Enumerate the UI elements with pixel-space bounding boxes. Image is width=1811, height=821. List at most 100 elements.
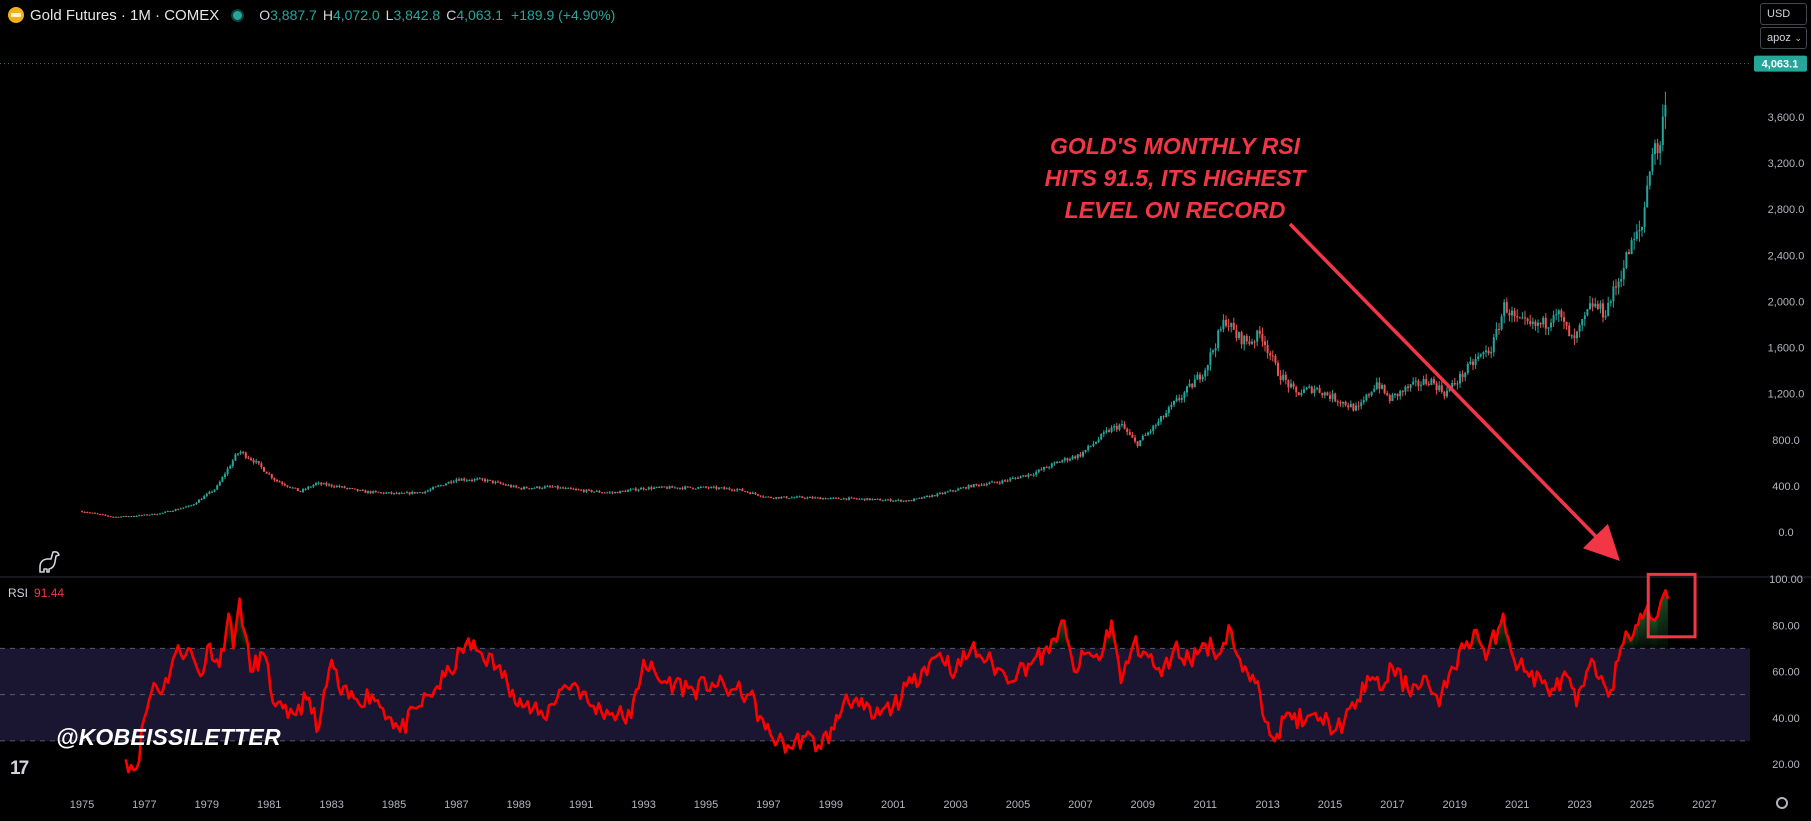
candle-body bbox=[1181, 398, 1183, 400]
candle-body bbox=[791, 497, 793, 498]
candle-body bbox=[305, 489, 307, 490]
x-tick-label: 2019 bbox=[1443, 799, 1467, 811]
candle-body bbox=[1004, 480, 1006, 481]
candle-body bbox=[1282, 375, 1284, 380]
candle-body bbox=[1339, 402, 1341, 403]
low-value: 3,842.8 bbox=[393, 7, 440, 23]
dino-icon[interactable] bbox=[36, 548, 64, 576]
candle-body bbox=[1579, 325, 1581, 331]
candle-body bbox=[635, 489, 637, 491]
candle-body bbox=[1046, 467, 1048, 468]
annotation-line-3: LEVEL ON RECORD bbox=[1000, 194, 1350, 226]
candle-body bbox=[1248, 341, 1250, 344]
candle-body bbox=[513, 486, 515, 487]
candle-body bbox=[1329, 395, 1331, 399]
candle-body bbox=[1602, 303, 1604, 317]
candle-body bbox=[97, 513, 99, 514]
candle-body bbox=[188, 506, 190, 507]
candle-body bbox=[474, 479, 476, 480]
settings-gear-icon[interactable] bbox=[1776, 797, 1788, 809]
candle-body bbox=[1412, 382, 1414, 385]
candle-body bbox=[968, 485, 970, 488]
candle-body bbox=[1423, 379, 1425, 385]
candle-body bbox=[1625, 252, 1627, 268]
candle-body bbox=[307, 487, 309, 489]
x-tick-label: 2007 bbox=[1068, 799, 1092, 811]
candle-body bbox=[910, 500, 912, 501]
candle-body bbox=[128, 516, 130, 517]
candle-body bbox=[208, 492, 210, 494]
candle-body bbox=[388, 492, 390, 493]
candle-body bbox=[1326, 392, 1328, 395]
candle-body bbox=[689, 487, 691, 488]
candle-body bbox=[1633, 239, 1635, 240]
candle-body bbox=[154, 514, 156, 515]
candle-body bbox=[476, 479, 478, 480]
candle-body bbox=[578, 489, 580, 490]
candle-body bbox=[489, 480, 491, 481]
candle-body bbox=[377, 492, 379, 493]
candle-body bbox=[806, 497, 808, 498]
candle-body bbox=[1488, 351, 1490, 354]
x-tick-label: 1987 bbox=[444, 799, 468, 811]
candle-body bbox=[890, 499, 892, 501]
candle-body bbox=[1425, 379, 1427, 384]
candle-body bbox=[351, 488, 353, 489]
price-tick-label: 1,600.0 bbox=[1768, 343, 1805, 355]
candle-body bbox=[1480, 354, 1482, 356]
candle-body bbox=[947, 491, 949, 492]
candle-body bbox=[375, 491, 377, 492]
price-tick-label: 3,600.0 bbox=[1768, 112, 1805, 124]
candle-body bbox=[786, 496, 788, 498]
candle-body bbox=[778, 497, 780, 498]
candle-body bbox=[1615, 286, 1617, 287]
candle-body bbox=[1241, 332, 1243, 344]
candle-body bbox=[723, 487, 725, 488]
market-status-icon bbox=[231, 9, 244, 22]
candle-body bbox=[325, 483, 327, 485]
candle-body bbox=[934, 495, 936, 496]
candle-body bbox=[825, 498, 827, 499]
candle-body bbox=[1202, 377, 1204, 380]
candle-body bbox=[505, 484, 507, 485]
candle-body bbox=[1053, 463, 1055, 464]
candle-body bbox=[1173, 401, 1175, 405]
candle-body bbox=[593, 492, 595, 493]
candle-body bbox=[372, 491, 374, 493]
candle-body bbox=[814, 497, 816, 498]
candle-body bbox=[1025, 475, 1027, 476]
candle-body bbox=[1152, 426, 1154, 432]
candle-body bbox=[1475, 359, 1477, 365]
candle-body bbox=[463, 479, 465, 481]
scale-dropdown[interactable]: apoz ⌄ bbox=[1760, 27, 1807, 49]
candle-body bbox=[180, 508, 182, 509]
candle-body bbox=[1430, 379, 1432, 385]
currency-dropdown[interactable]: USD bbox=[1760, 3, 1807, 25]
price-tick-label: 400.0 bbox=[1772, 481, 1800, 493]
symbol-title[interactable]: Gold Futures · 1M · COMEX bbox=[30, 7, 219, 24]
candle-body bbox=[1295, 387, 1297, 392]
candle-body bbox=[502, 484, 504, 485]
candle-body bbox=[346, 488, 348, 489]
candle-body bbox=[1404, 387, 1406, 392]
annotation-line-1: GOLD'S MONTHLY RSI bbox=[1000, 130, 1350, 162]
rsi-tick-label: 80.00 bbox=[1772, 620, 1800, 632]
candle-body bbox=[349, 488, 351, 489]
candle-body bbox=[1446, 391, 1448, 397]
chevron-down-icon: ⌄ bbox=[1794, 33, 1802, 44]
price-pane: 4,063.1 bbox=[0, 56, 1807, 518]
candle-body bbox=[362, 490, 364, 491]
candle-body bbox=[973, 484, 975, 487]
candle-body bbox=[944, 492, 946, 494]
candle-body bbox=[1287, 380, 1289, 387]
candle-body bbox=[819, 498, 821, 500]
candle-body bbox=[263, 467, 265, 472]
tradingview-logo-icon[interactable]: 17 bbox=[10, 758, 27, 780]
candle-body bbox=[1077, 454, 1079, 458]
candle-body bbox=[1581, 319, 1583, 325]
candle-body bbox=[702, 487, 704, 488]
